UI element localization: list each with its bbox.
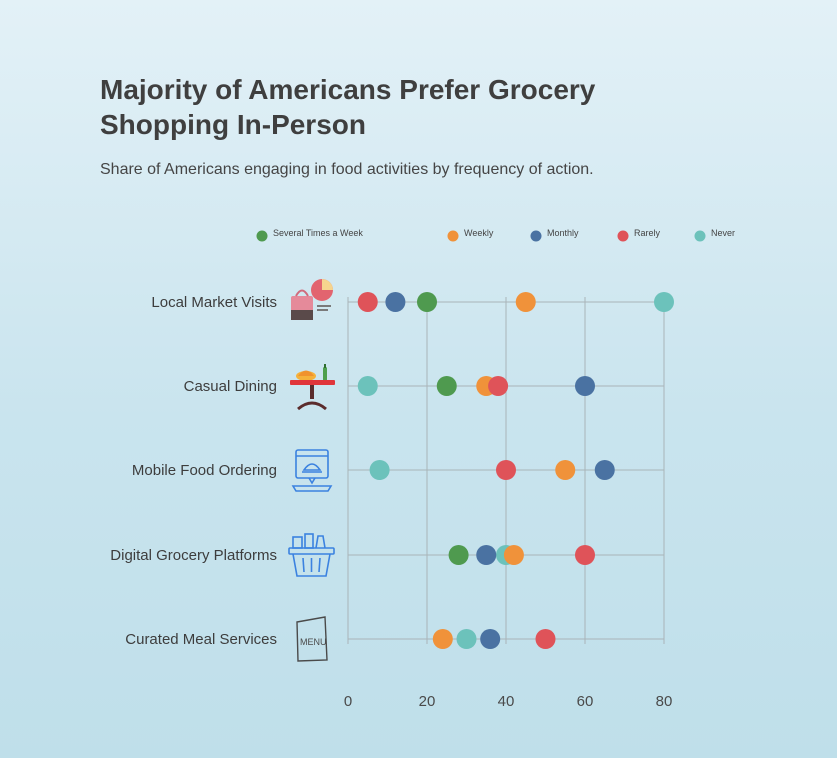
legend-label: Weekly — [464, 228, 494, 238]
category-icons: MENU — [288, 279, 335, 662]
legend-label: Monthly — [547, 228, 579, 238]
x-tick-label: 40 — [498, 693, 515, 710]
data-point — [480, 629, 501, 649]
category-label: Mobile Food Ordering — [132, 462, 277, 479]
category-label: Casual Dining — [184, 378, 277, 395]
data-point — [369, 460, 390, 480]
x-tick-label: 60 — [577, 693, 594, 710]
market-bag-icon — [291, 279, 333, 320]
legend-marker — [530, 230, 542, 242]
x-tick-label: 80 — [656, 693, 673, 710]
x-tick-label: 0 — [344, 693, 352, 710]
category-labels: Local Market Visits Casual Dining Mobile F… — [110, 294, 277, 648]
data-point — [535, 629, 556, 649]
category-label: Digital Grocery Platforms — [110, 547, 277, 564]
data-point — [496, 460, 516, 480]
data-point — [385, 292, 406, 312]
menu-card-icon: MENU — [296, 616, 328, 662]
laptop-order-icon — [291, 449, 333, 492]
grocery-basket-icon — [288, 533, 335, 577]
data-point — [503, 545, 524, 565]
data-point — [594, 460, 615, 480]
category-label: Local Market Visits — [151, 294, 277, 311]
data-point — [488, 376, 509, 396]
legend: Several Times a Week Weekly Monthly Rarely N… — [256, 228, 735, 242]
data-point — [432, 629, 453, 649]
data-point — [456, 629, 477, 649]
data-point — [575, 545, 595, 565]
legend-label: Several Times a Week — [273, 228, 363, 238]
data-point — [515, 292, 536, 312]
data-point — [357, 376, 378, 396]
data-point — [476, 545, 497, 565]
chart-subtitle: Share of Americans engaging in food acti… — [100, 161, 594, 178]
x-axis-ticks: 0 20 40 60 80 — [344, 693, 673, 710]
legend-label: Rarely — [634, 228, 661, 238]
data-point — [417, 292, 437, 312]
legend-marker — [256, 230, 268, 242]
legend-label: Never — [711, 228, 735, 238]
data-point — [357, 292, 378, 312]
legend-marker — [617, 230, 629, 242]
category-label: Curated Meal Services — [125, 631, 277, 648]
data-points — [357, 292, 674, 649]
x-tick-label: 20 — [419, 693, 436, 710]
dining-table-icon — [290, 364, 335, 411]
data-point — [436, 376, 457, 396]
svg-text:MENU: MENU — [300, 637, 327, 647]
legend-marker — [694, 230, 706, 242]
data-point — [654, 292, 674, 312]
data-point — [575, 376, 595, 396]
chart-title: Majority of Americans Prefer Grocery Sho… — [100, 74, 596, 140]
data-point — [448, 545, 469, 565]
data-point — [555, 460, 576, 480]
legend-marker — [447, 230, 459, 242]
